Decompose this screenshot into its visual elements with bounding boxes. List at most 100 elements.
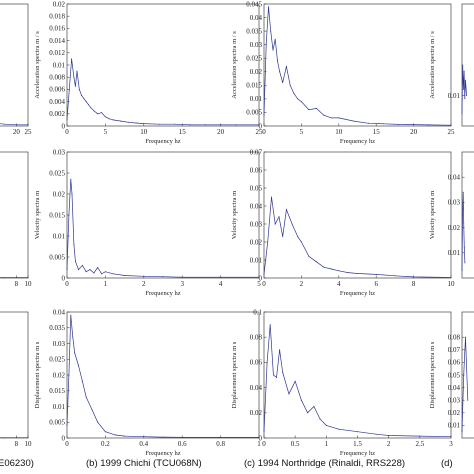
data-point [461, 269, 463, 271]
plot-frame [263, 3, 452, 127]
data-point [263, 431, 265, 433]
x-axis-label: Frequency hz [145, 138, 180, 145]
data-point [308, 255, 310, 257]
y-tick-label: 0.018 [49, 13, 65, 21]
x-tick-label: 1 [325, 440, 329, 448]
y-axis-label: Displacement spectra m s [34, 341, 41, 408]
data-point [15, 277, 17, 279]
data-point [220, 124, 222, 126]
data-point [78, 269, 79, 271]
y-tick-label: 0.01 [448, 92, 461, 100]
data-point [289, 84, 291, 86]
caption-c: (c) 1994 Northridge (Rinaldi, RRS228) [244, 458, 405, 469]
y-tick-label: 0.014 [49, 37, 65, 45]
data-point [282, 372, 284, 373]
data-point [353, 120, 355, 122]
y-tick-label: 0.025 [49, 169, 65, 177]
plot-frame [0, 151, 29, 279]
y-tick-label: 0.05 [250, 184, 263, 192]
data-point [461, 431, 463, 433]
data-point [162, 276, 164, 278]
x-tick-label: 0.8 [216, 440, 225, 448]
data-point [330, 268, 332, 270]
subplot-a-vel: 8 10 [0, 151, 33, 288]
y-tick-label: 0.06 [250, 359, 263, 367]
spectrum-line [263, 324, 452, 438]
data-point [428, 124, 430, 126]
caption-d: (d) [441, 458, 453, 469]
data-point [81, 95, 83, 96]
x-tick-label: 2 [300, 280, 304, 288]
data-point [285, 65, 287, 67]
data-point [4, 123, 6, 125]
y-tick-label: 0.005 [246, 109, 262, 117]
data-point [235, 124, 237, 126]
y-tick-label: 0.03 [448, 199, 461, 207]
data-point [450, 436, 452, 438]
data-point [73, 243, 75, 245]
y-tick-label: 0.04 [250, 384, 263, 392]
data-point [68, 374, 70, 376]
data-point [267, 241, 269, 243]
data-point [258, 124, 260, 126]
data-point [271, 196, 272, 198]
data-point [88, 104, 89, 106]
data-point [78, 365, 79, 367]
data-point [270, 30, 272, 32]
x-tick-label: 8 [412, 280, 416, 288]
data-point [68, 214, 70, 216]
x-tick-label: 3 [449, 440, 453, 448]
y-tick-label: 0.02 [250, 68, 263, 76]
data-point [70, 314, 72, 316]
x-tick-label: 20 [410, 128, 418, 136]
x-tick-label: 0.6 [178, 440, 187, 448]
y-tick-label: 0 [62, 122, 66, 130]
data-point [66, 119, 68, 121]
data-point [85, 101, 87, 103]
data-point [347, 272, 349, 274]
x-axis-label: Frequency hz [145, 450, 180, 457]
data-point [73, 76, 75, 78]
data-point [74, 352, 76, 354]
y-axis-label: Displacement spectra m s [231, 341, 238, 408]
subplot-c-vel: 0 2 4 6 8 10 0 0.01 0.02 0.03 0.04 0.05 0.06 0.07 Freq… [231, 148, 455, 297]
data-point [81, 380, 83, 382]
data-point [112, 119, 114, 121]
x-tick-label: 10 [25, 280, 33, 288]
x-tick-label: 2 [142, 280, 146, 288]
data-point [66, 269, 68, 271]
data-point [323, 114, 325, 116]
x-tick-label: 1 [257, 440, 261, 448]
data-point [450, 124, 452, 126]
subplot-b-acc: 0 5 10 15 20 2500.0020.0040.0060.0080.010.012… [34, 0, 263, 145]
data-point [71, 193, 73, 195]
y-tick-label: 0.06 [250, 166, 263, 174]
data-point [465, 79, 466, 81]
data-point [220, 276, 222, 278]
data-point [83, 98, 85, 100]
x-tick-label: 1.5 [353, 440, 362, 448]
x-tick-label: 0 [262, 440, 266, 448]
data-point [162, 436, 164, 438]
data-point [74, 85, 76, 87]
y-tick-label: 0.016 [49, 25, 65, 33]
data-point [383, 123, 385, 125]
data-point [266, 361, 268, 363]
data-point [388, 435, 390, 436]
data-point [72, 336, 74, 338]
data-point [158, 123, 160, 125]
x-tick-label: 25 [256, 128, 264, 136]
y-tick-label: 0.02 [53, 371, 66, 379]
y-tick-label: 0.045 [246, 0, 262, 8]
y-tick-label: 0.008 [49, 74, 65, 82]
plot-frame [263, 151, 452, 279]
data-point [124, 435, 126, 437]
x-tick-label: 3 [180, 280, 184, 288]
y-tick-label: 0.04 [448, 174, 461, 182]
subplot-c-disp: 0 0.5 1 1.5 2 2.5 3 0 0.02 0.04 0.06 0.08 0.1 Frequen… [231, 308, 453, 457]
y-tick-label: 0.03 [53, 340, 66, 348]
data-point [308, 109, 310, 111]
data-point [272, 374, 274, 376]
data-point [143, 123, 145, 125]
